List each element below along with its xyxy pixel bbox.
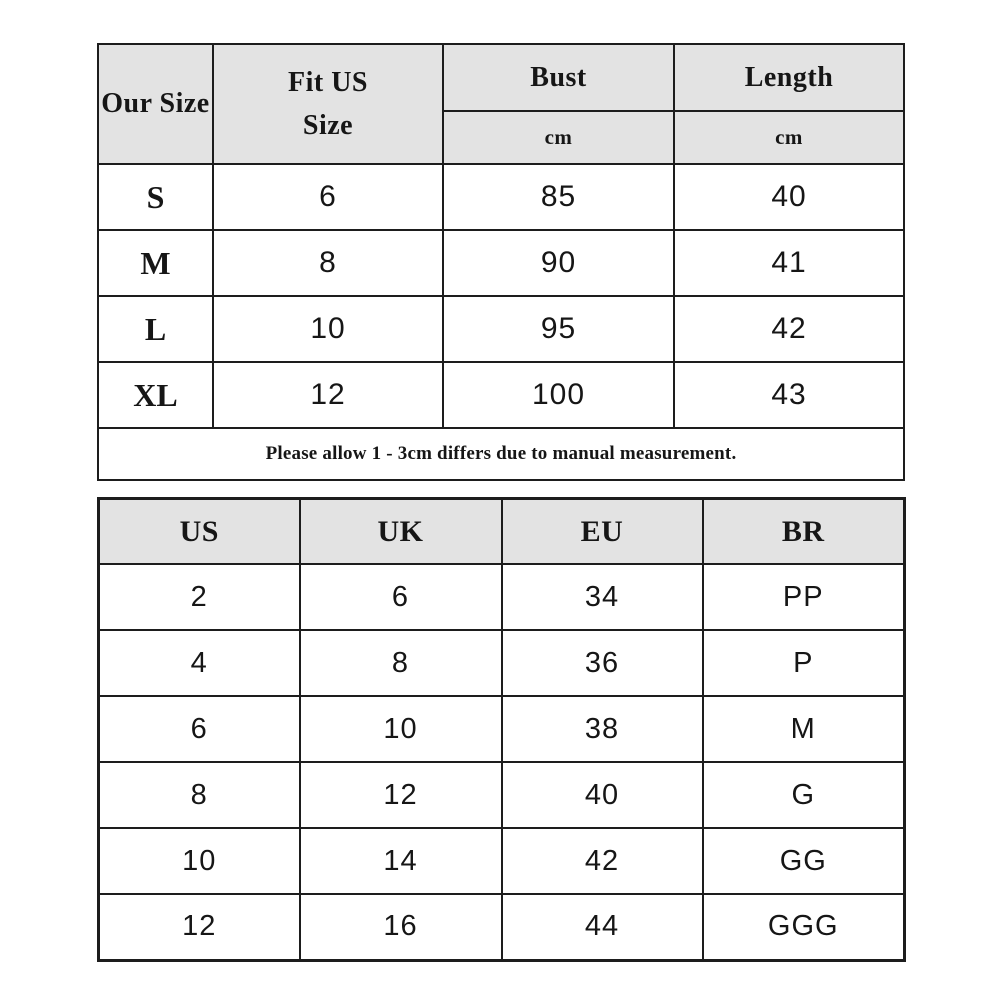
- length-cell: 42: [673, 295, 905, 363]
- our-size-cell: M: [97, 229, 214, 297]
- table-row: M 8 90 41: [97, 229, 905, 297]
- eu-cell: 40: [500, 761, 704, 829]
- our-size-cell: S: [97, 163, 214, 231]
- uk-cell: 6: [298, 563, 503, 631]
- our-size-cell: XL: [97, 361, 214, 429]
- table-row: S 6 85 40: [97, 163, 905, 231]
- col-header-bust: Bust: [442, 43, 675, 112]
- us-cell: 8: [97, 761, 301, 829]
- length-unit-label: cm: [673, 110, 905, 165]
- table-row: 6 10 38 M: [97, 695, 906, 763]
- bust-cell: 95: [442, 295, 675, 363]
- size-measurement-table: Our Size Fit US Size Bust Length cm cm S…: [97, 43, 905, 481]
- us-cell: 10: [97, 827, 301, 895]
- size-line: Size: [302, 110, 354, 141]
- header-row: Our Size Fit US Size Bust Length: [97, 43, 905, 165]
- br-cell: G: [701, 761, 906, 829]
- uk-cell: 10: [298, 695, 503, 763]
- us-cell: 4: [97, 629, 301, 697]
- table-row: 12 16 44 GGG: [97, 893, 906, 961]
- unit-row: cm cm: [98, 110, 905, 165]
- length-cell: 43: [673, 361, 905, 429]
- eu-cell: 42: [500, 827, 704, 895]
- table-row: 8 12 40 G: [97, 761, 906, 829]
- fit-us-cell: 8: [212, 229, 444, 297]
- eu-cell: 44: [500, 893, 704, 961]
- table-row: 2 6 34 PP: [97, 563, 906, 631]
- eu-cell: 36: [500, 629, 704, 697]
- bust-unit-label: cm: [442, 110, 675, 165]
- table-row: 10 14 42 GG: [97, 827, 906, 895]
- uk-cell: 8: [298, 629, 503, 697]
- br-cell: M: [701, 695, 906, 763]
- bust-cell: 90: [442, 229, 675, 297]
- fit-us-cell: 6: [212, 163, 444, 231]
- bust-cell: 85: [442, 163, 675, 231]
- size-conversion-table: US UK EU BR 2 6 34 PP 4 8 36 P: [97, 497, 906, 962]
- us-cell: 12: [97, 893, 301, 961]
- fit-us-cell: 12: [212, 361, 444, 429]
- br-cell: GG: [701, 827, 906, 895]
- table-row: XL 12 100 43: [97, 361, 905, 429]
- col-header-us: US: [97, 497, 301, 565]
- us-cell: 6: [97, 695, 301, 763]
- br-cell: P: [701, 629, 906, 697]
- col-header-our-size: Our Size: [97, 43, 214, 165]
- measurement-note: Please allow 1 - 3cm differs due to manu…: [97, 427, 905, 481]
- note-row: Please allow 1 - 3cm differs due to manu…: [97, 427, 905, 481]
- br-cell: PP: [701, 563, 906, 631]
- eu-cell: 34: [500, 563, 704, 631]
- bust-cell: 100: [442, 361, 675, 429]
- br-cell: GGG: [701, 893, 906, 961]
- table-row: 4 8 36 P: [97, 629, 906, 697]
- uk-cell: 14: [298, 827, 503, 895]
- col-header-eu: EU: [500, 497, 704, 565]
- fit-us-line: Fit US: [288, 66, 368, 98]
- us-cell: 2: [97, 563, 301, 631]
- tables-wrap: Our Size Fit US Size Bust Length cm cm S…: [97, 43, 906, 962]
- uk-cell: 12: [298, 761, 503, 829]
- length-cell: 40: [673, 163, 905, 231]
- uk-cell: 16: [298, 893, 503, 961]
- col-header-fit-us-size: Fit US Size: [212, 43, 444, 165]
- col-header-length: Length: [673, 43, 905, 112]
- col-header-br: BR: [701, 497, 906, 565]
- col-header-uk: UK: [298, 497, 503, 565]
- fit-us-cell: 10: [212, 295, 444, 363]
- eu-cell: 38: [500, 695, 704, 763]
- table-row: L 10 95 42: [97, 295, 905, 363]
- our-size-cell: L: [97, 295, 214, 363]
- header-row: US UK EU BR: [97, 497, 906, 565]
- length-cell: 41: [673, 229, 905, 297]
